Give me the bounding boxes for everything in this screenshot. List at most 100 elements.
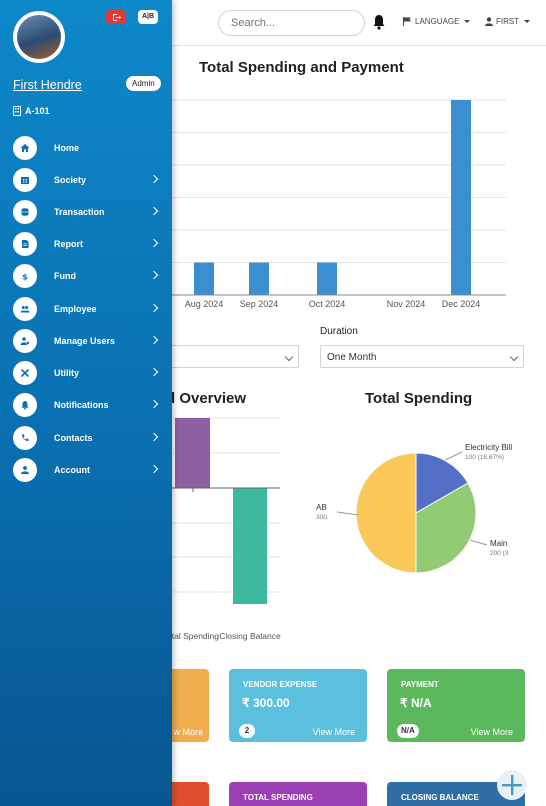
caret-down-icon xyxy=(464,20,471,23)
chevron-right-icon xyxy=(149,239,159,248)
role-badge: Admin xyxy=(126,76,161,91)
view-more-link[interactable]: View More xyxy=(312,727,355,737)
sidebar-item-transaction[interactable]: Transaction xyxy=(13,200,161,225)
pie-label-name: Electricity Bill xyxy=(465,443,512,452)
chevron-right-icon xyxy=(149,367,159,376)
user-icon xyxy=(13,457,37,482)
bell-icon[interactable] xyxy=(372,14,386,30)
card-title: PAYMENT xyxy=(401,680,439,689)
file-icon xyxy=(13,232,37,257)
x-tick-label: Closing Balance xyxy=(219,631,281,641)
sidebar-item-label: Employee xyxy=(54,303,97,314)
sidebar-item-account[interactable]: Account xyxy=(13,457,161,482)
summary-card: VENDOR EXPENSE ₹ 300.00 2 View More xyxy=(229,669,367,742)
users-icon xyxy=(13,296,37,321)
language-toggle-button[interactable]: A|B xyxy=(138,10,158,24)
chevron-right-icon xyxy=(149,432,159,441)
bar-chart-title: Total Spending and Payment xyxy=(199,59,404,76)
chevron-right-icon xyxy=(149,399,159,409)
card-count-badge: N/A xyxy=(397,724,419,738)
summary-card: w More xyxy=(168,669,209,742)
sidebar-item-contacts[interactable]: Contacts xyxy=(13,425,161,450)
search-input[interactable] xyxy=(218,10,365,36)
sidebar-item-label: Fund xyxy=(54,271,76,282)
sidebar-item-manage-users[interactable]: Manage Users xyxy=(13,328,161,353)
sidebar-item-label: Home xyxy=(54,143,80,153)
dollar-icon: $ xyxy=(13,264,37,289)
overview-bar-chart: otal Spending Closing Balance xyxy=(167,417,281,641)
pie-slice-main xyxy=(415,482,477,574)
user-icon xyxy=(485,17,493,26)
card-title: VENDOR EXPENSE xyxy=(243,680,318,689)
x-tick-label: otal Spending xyxy=(167,631,219,641)
pie-slice-electricity-bill xyxy=(415,452,469,514)
pie-label-value: 200 (3 xyxy=(490,550,509,557)
sidebar-item-society[interactable]: Society xyxy=(13,168,161,193)
sidebar-item-notifications[interactable]: Notifications xyxy=(13,392,161,417)
x-tick-label: Sep 2024 xyxy=(240,299,279,309)
sidebar-item-fund[interactable]: $ Fund xyxy=(13,264,161,289)
duration-label: Duration xyxy=(320,326,358,337)
user-cog-icon xyxy=(13,328,37,353)
view-more-link[interactable]: View More xyxy=(470,727,513,737)
pie-label-value: 100 (16.67%) xyxy=(465,454,504,461)
language-dropdown[interactable]: LANGUAGE xyxy=(403,17,471,26)
duration-select-value: One Month xyxy=(327,352,377,363)
language-label: LANGUAGE xyxy=(415,17,460,26)
sidebar-item-employee[interactable]: Employee xyxy=(13,296,161,321)
caret-down-icon xyxy=(524,20,531,23)
society-logo xyxy=(13,11,65,63)
sidebar-item-label: Account xyxy=(54,464,90,475)
bar-closing-balance xyxy=(233,488,267,604)
chevron-right-icon xyxy=(149,174,159,184)
overview-chart-title: l Overview xyxy=(171,390,247,407)
pie-label-name: AB xyxy=(316,503,327,512)
add-fab-button[interactable] xyxy=(497,770,527,800)
bell-icon xyxy=(13,392,37,417)
x-tick-label: Dec 2024 xyxy=(442,299,481,309)
chevron-right-icon xyxy=(149,464,159,473)
bar-aug-2024 xyxy=(194,262,214,295)
sidebar-item-label: Contacts xyxy=(54,432,93,443)
phone-icon xyxy=(13,425,37,450)
view-more-link[interactable]: w More xyxy=(173,727,203,737)
card-title: TOTAL SPENDING xyxy=(243,793,313,802)
sidebar-item-report[interactable]: Report xyxy=(13,232,161,257)
svg-text:$: $ xyxy=(22,273,28,282)
database-icon xyxy=(13,200,37,225)
card-value: ₹ 300.00 xyxy=(242,696,290,710)
pie-leader-line xyxy=(444,451,463,461)
home-icon xyxy=(13,136,37,160)
tools-icon xyxy=(13,360,37,385)
total-spending-pie-chart: Electricity Bill 100 (16.67%) Main 200 (3 AB… xyxy=(316,443,512,574)
sidebar-item-label: Manage Users xyxy=(54,335,116,346)
sidebar-item-home[interactable]: Home xyxy=(13,136,161,160)
card-count-badge: 2 xyxy=(239,724,255,738)
sidebar-item-utility[interactable]: Utility xyxy=(13,360,161,385)
summary-card xyxy=(168,782,209,806)
sidebar-item-label: Utility xyxy=(54,367,80,378)
x-tick-label: Oct 2024 xyxy=(309,299,346,309)
card-value: ₹ N/A xyxy=(400,696,432,710)
pie-slice-ab xyxy=(355,452,417,574)
x-tick-label: Nov 2024 xyxy=(387,299,426,309)
sidebar: A|B First Hendre Admin A-101 Home Society… xyxy=(0,0,172,806)
pie-chart-title: Total Spending xyxy=(365,390,473,407)
bar-oct-2024 xyxy=(317,262,337,295)
user-label: FIRST xyxy=(496,17,520,26)
pie-label-name: Main xyxy=(490,539,507,548)
bar-dec-2024 xyxy=(451,100,471,295)
pie-label-value: 300. xyxy=(316,514,329,521)
chevron-right-icon xyxy=(149,271,159,280)
building-icon xyxy=(13,168,37,193)
sidebar-item-label: Notifications xyxy=(54,399,109,410)
user-name-link[interactable]: First Hendre xyxy=(13,78,82,92)
pie-leader-line xyxy=(469,539,488,546)
chevron-right-icon xyxy=(149,303,159,312)
sidebar-item-label: Transaction xyxy=(54,207,105,218)
duration-select[interactable]: One Month xyxy=(320,345,524,368)
logout-button[interactable] xyxy=(106,10,126,24)
card-title: CLOSING BALANCE xyxy=(401,793,479,802)
bar-total-spending xyxy=(175,418,210,488)
user-dropdown[interactable]: FIRST xyxy=(485,17,531,26)
